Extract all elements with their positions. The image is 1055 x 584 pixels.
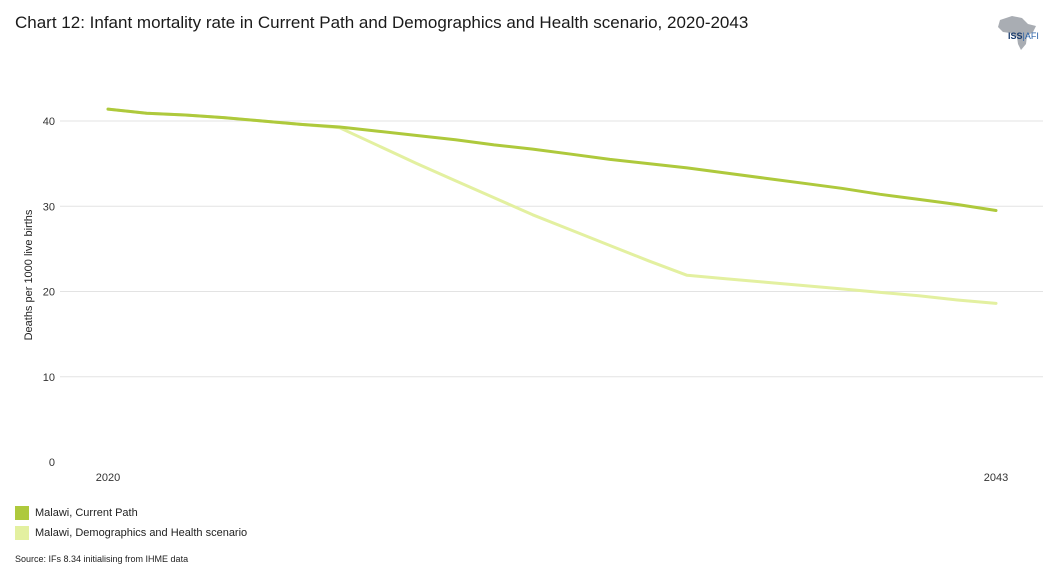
logo-afi: AFI <box>1024 31 1039 41</box>
chart-legend: Malawi, Current Path Malawi, Demographic… <box>15 503 247 543</box>
legend-swatch-demographics-health <box>15 526 29 540</box>
x-tick-label-2043: 2043 <box>984 472 1008 484</box>
y-tick-label-20: 20 <box>43 287 55 299</box>
y-tick-label-30: 30 <box>43 201 55 213</box>
y-tick-label-40: 40 <box>43 116 55 128</box>
logo-iss: ISS <box>1008 31 1023 41</box>
y-axis-label: Deaths per 1000 live births <box>23 209 35 340</box>
series-line-current-path <box>106 107 998 212</box>
logo-text: ISS|AFI <box>1008 31 1039 41</box>
legend-label-demographics-health: Malawi, Demographics and Health scenario <box>35 527 248 539</box>
x-tick-label-2020: 2020 <box>96 472 120 484</box>
legend-item-current-path: Malawi, Current Path <box>15 503 247 523</box>
y-tick-label-0: 0 <box>49 457 55 469</box>
y-tick-label-10: 10 <box>43 372 55 384</box>
source-note: Source: IFs 8.34 initialising from IHME … <box>15 554 189 564</box>
legend-swatch-current-path <box>15 506 29 520</box>
chart-title: Chart 12: Infant mortality rate in Curre… <box>15 13 749 32</box>
legend-item-demographics-health: Malawi, Demographics and Health scenario <box>15 523 247 543</box>
africa-logo-icon <box>998 16 1036 50</box>
logo-separator: | <box>1022 31 1025 41</box>
legend-label-current-path: Malawi, Current Path <box>35 507 138 519</box>
